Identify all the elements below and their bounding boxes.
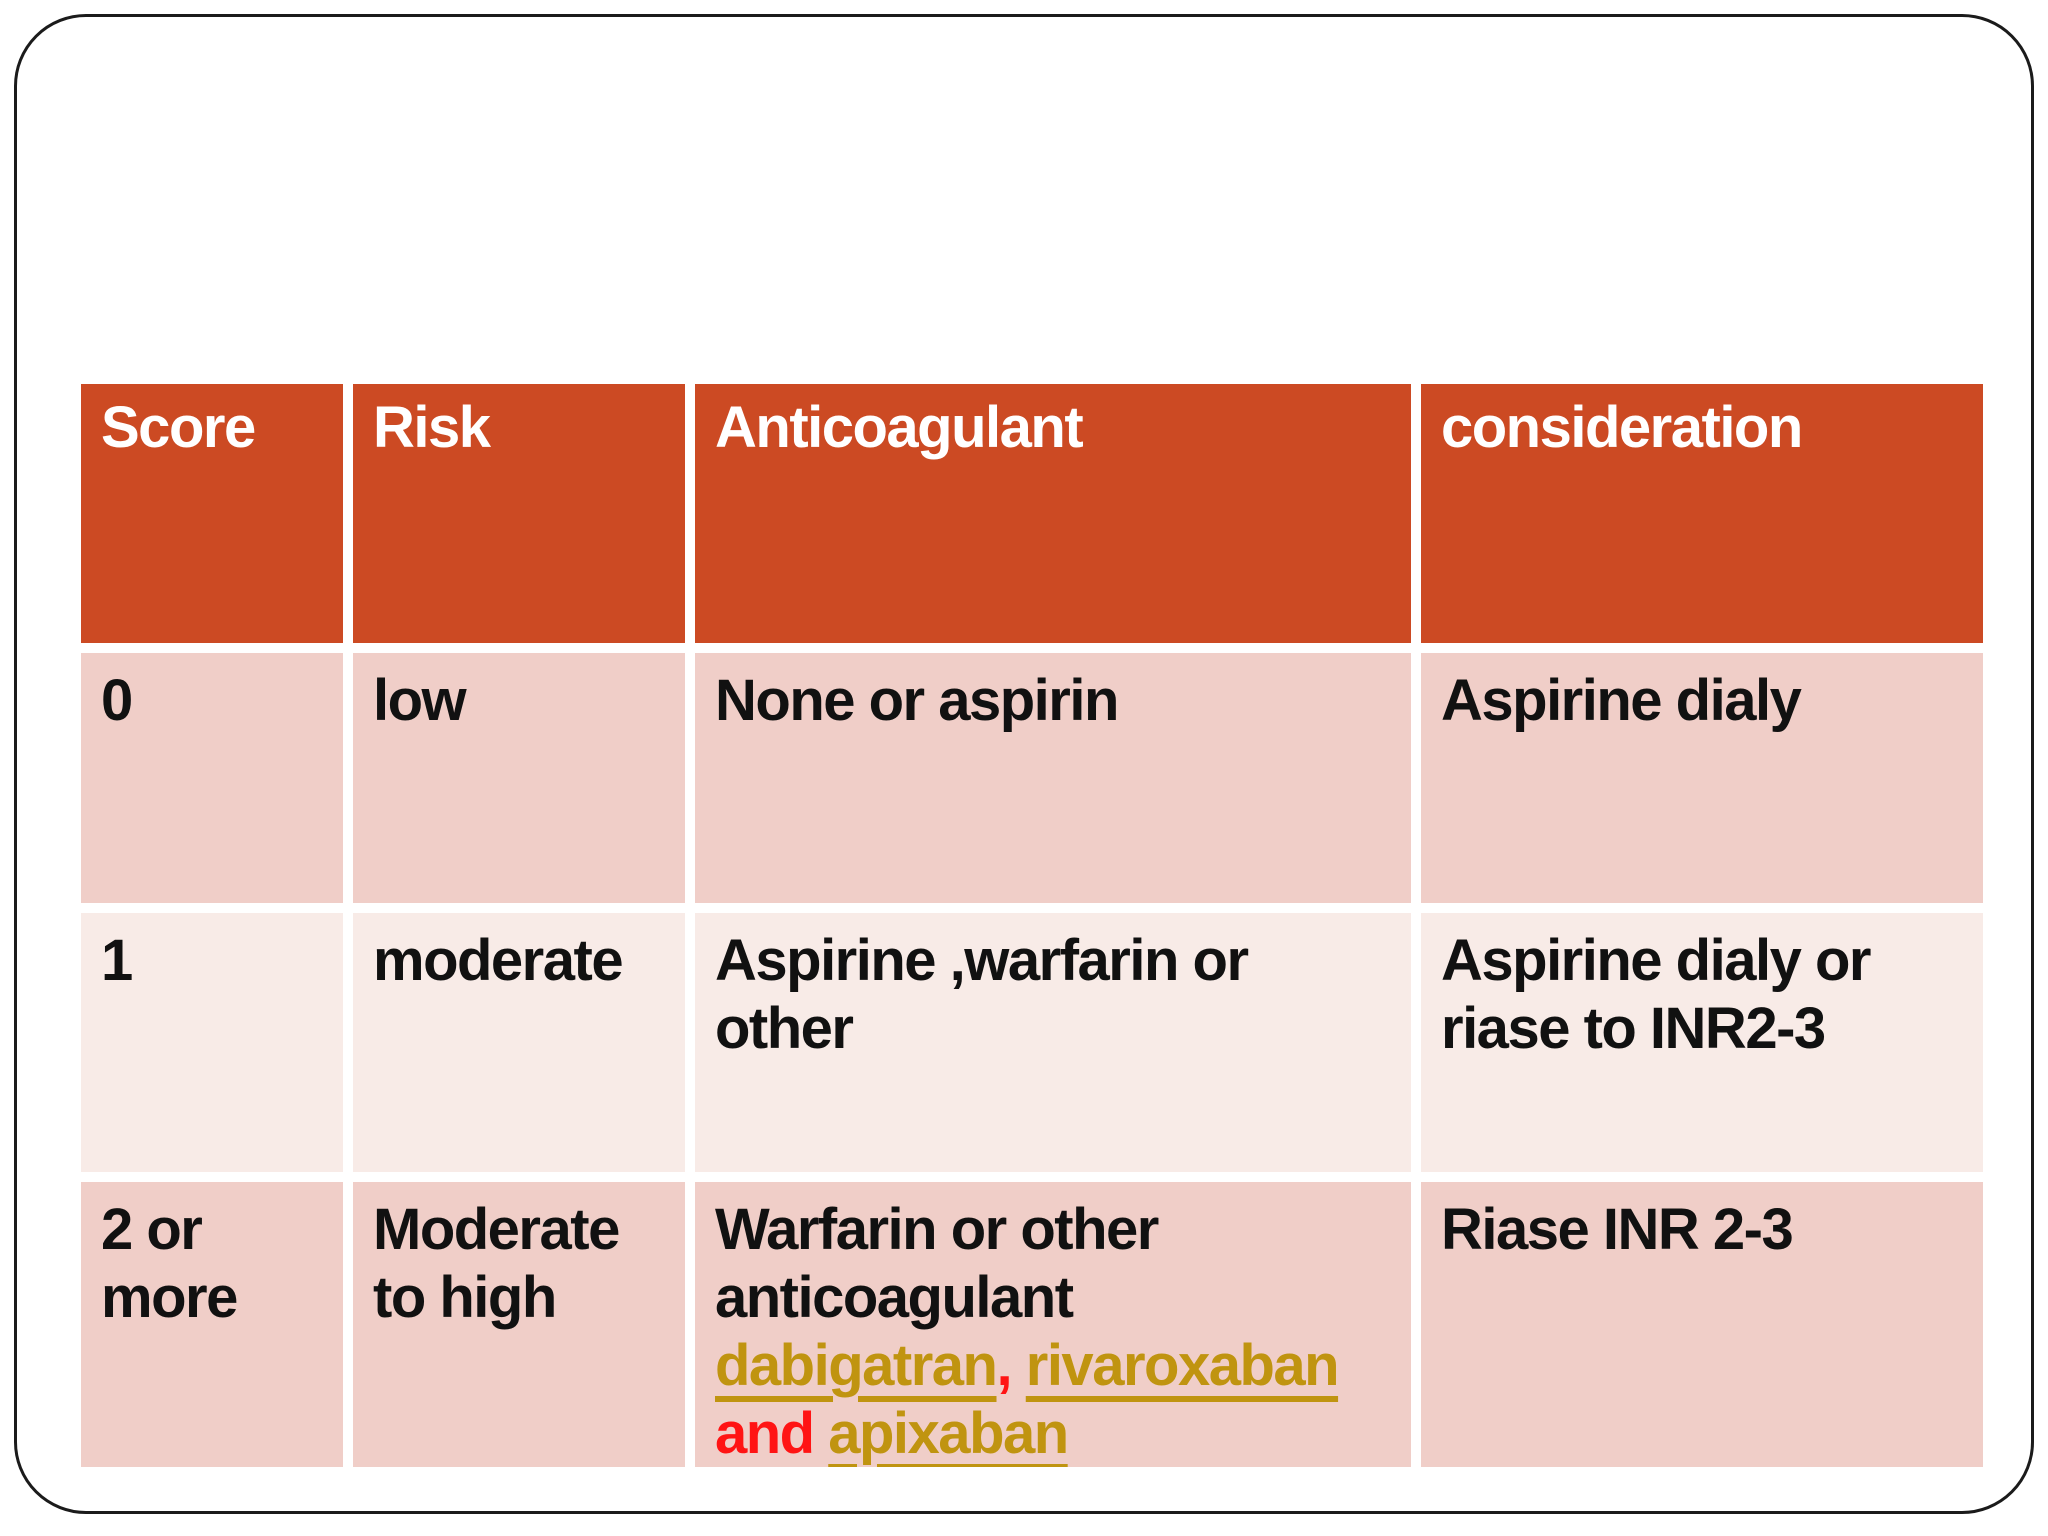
text-segment: , (996, 1333, 1013, 1398)
header-cell-consideration: consideration (1421, 384, 1983, 643)
header-cell-anticoagulant: Anticoagulant (695, 384, 1411, 643)
cell-row1-consideration: Aspirine dialy (1421, 653, 1983, 903)
cell-row1-risk: low (353, 653, 685, 903)
drug-link-rivaroxaban[interactable]: rivaroxaban (1025, 1333, 1340, 1398)
drug-link-apixaban[interactable]: apixaban (828, 1401, 1069, 1466)
text-segment (814, 1401, 829, 1466)
text-segment: and (715, 1401, 815, 1466)
cell-row2-score: 1 (81, 913, 343, 1172)
header-cell-risk: Risk (353, 384, 685, 643)
text-segment (1011, 1333, 1026, 1398)
cell-row2-consideration: Aspirine dialy or riase to INR2-3 (1421, 913, 1983, 1172)
cell-row2-anticoagulant: Aspirine ,warfarin or other (695, 913, 1411, 1172)
cell-row3-score: 2 or more (81, 1182, 343, 1467)
cell-row2-risk: moderate (353, 913, 685, 1172)
cell-row1-anticoagulant: None or aspirin (695, 653, 1411, 903)
risk-score-table: Score Risk Anticoagulant consideration 0… (81, 384, 1983, 1467)
cell-row1-score: 0 (81, 653, 343, 903)
text-segment: Warfarin or other anticoagulant (715, 1197, 1159, 1330)
cell-row3-anticoagulant: Warfarin or other anticoagulant dabigatr… (695, 1182, 1411, 1467)
cell-row3-risk: Moderate to high (353, 1182, 685, 1467)
drug-link-dabigatran[interactable]: dabigatran (715, 1333, 998, 1398)
cell-row3-consideration: Riase INR 2-3 (1421, 1182, 1983, 1467)
header-cell-score: Score (81, 384, 343, 643)
